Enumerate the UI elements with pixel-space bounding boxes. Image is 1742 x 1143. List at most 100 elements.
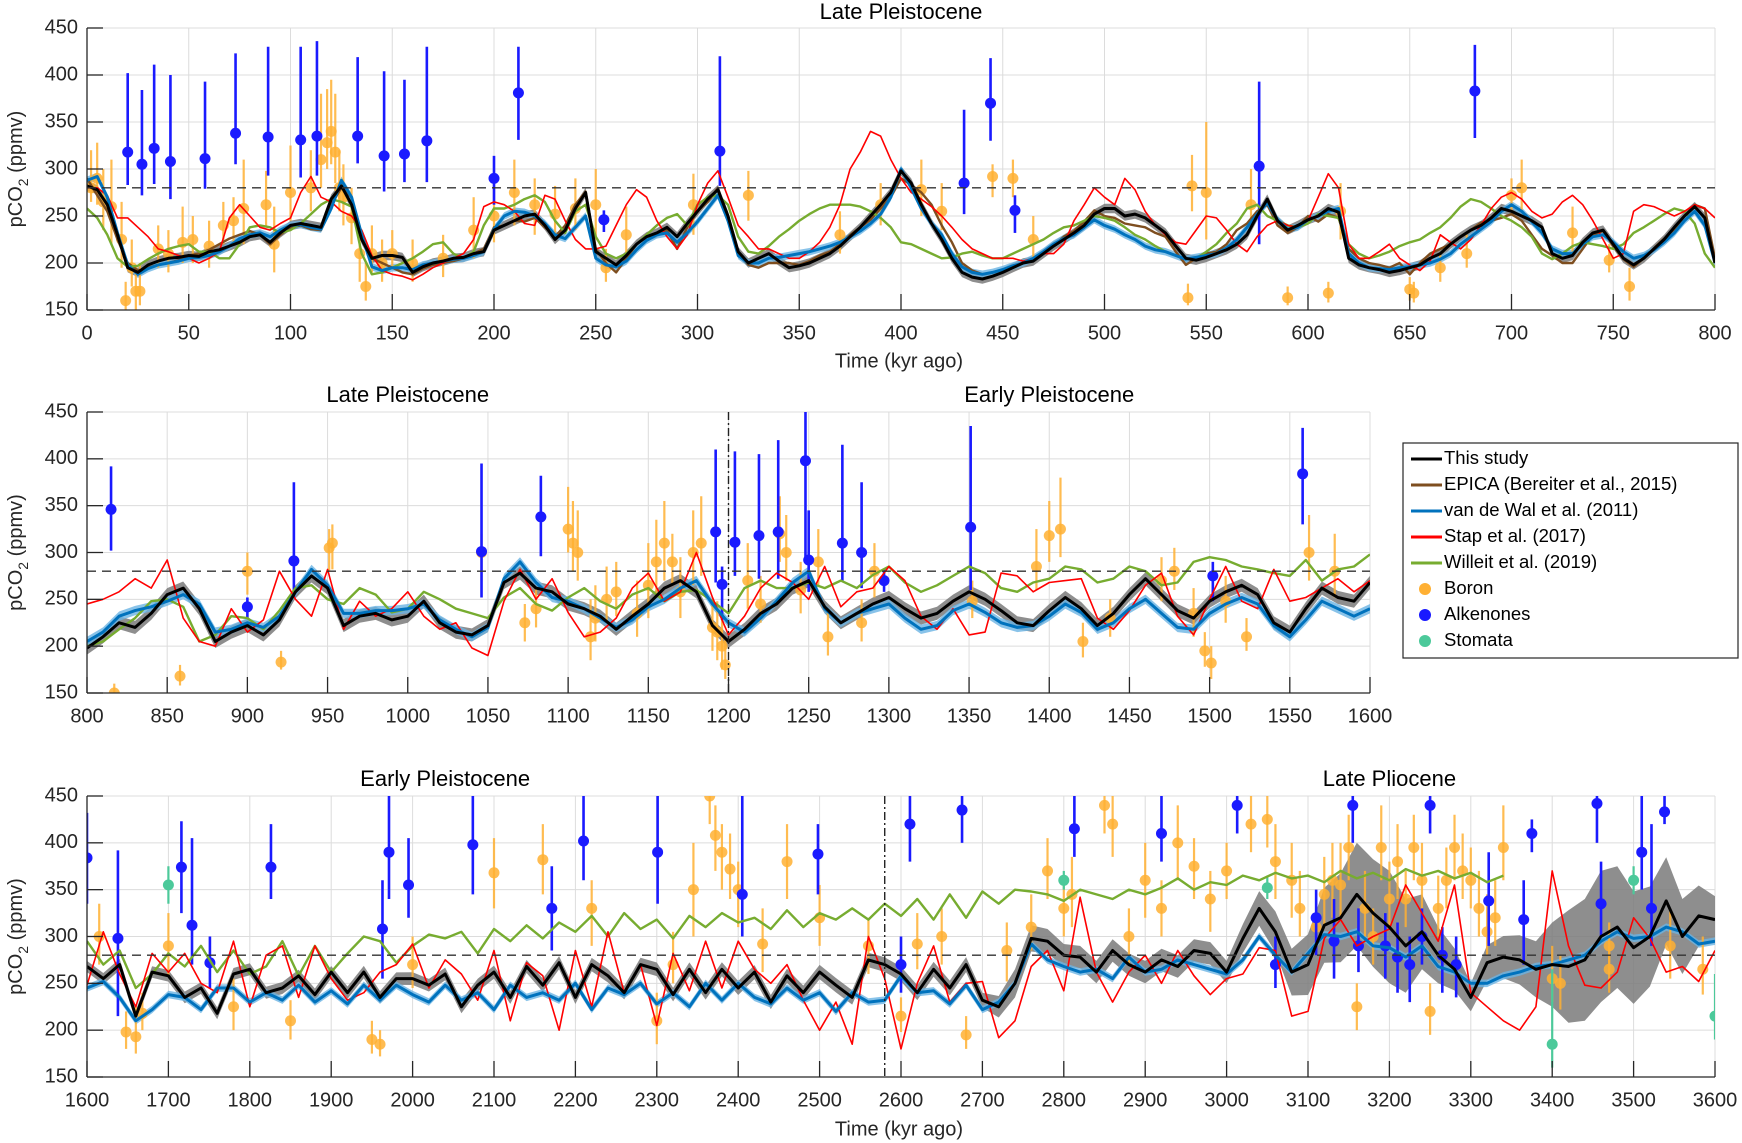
panel-top: 0 50 100 150 200 250 300 350 400 450 500 550 600 650 7… (5, 0, 1732, 372)
data-point-boron (321, 137, 333, 149)
x-tick-label: 350 (783, 322, 816, 344)
y-axis-label: pCO2 (ppmv) (5, 111, 31, 228)
data-point-alkenones (1469, 85, 1481, 97)
x-tick-label: 3100 (1286, 1089, 1331, 1111)
x-tick-label: 0 (81, 322, 92, 344)
data-point-alkenones (383, 846, 395, 858)
x-tick-label: 2100 (472, 1089, 517, 1111)
data-point-boron (1506, 189, 1517, 201)
legend-item-boron: Boron (1419, 577, 1493, 598)
series-line-this-study (87, 892, 1715, 1018)
y-tick-label: 150 (45, 298, 78, 320)
data-point-alkenones (230, 127, 242, 139)
data-point-boron (228, 1001, 240, 1013)
data-point-alkenones (352, 130, 364, 142)
x-tick-label: 300 (681, 322, 714, 344)
data-point-boron (781, 856, 793, 868)
data-point-boron (1204, 893, 1216, 905)
data-point-alkenones (1155, 827, 1167, 839)
data-point-boron (508, 187, 520, 198)
x-tick-label: 2000 (390, 1089, 435, 1111)
data-point-alkenones (512, 87, 524, 99)
x-tick-label: 500 (1088, 322, 1121, 344)
data-point-boron (1461, 248, 1473, 260)
plot-area (87, 41, 1715, 310)
data-point-alkenones (598, 214, 610, 226)
x-tick-label: 450 (986, 322, 1019, 344)
data-point-alkenones (1009, 204, 1021, 216)
data-point-alkenones (710, 526, 722, 538)
data-point-alkenones (753, 530, 765, 542)
data-point-boron (586, 902, 598, 914)
x-tick-label: 1250 (786, 705, 831, 727)
data-point-alkenones (729, 536, 741, 548)
data-point-alkenones (799, 455, 811, 467)
data-point-boron (856, 617, 868, 629)
x-tick-label: 1050 (466, 705, 511, 727)
x-tick-label: 1400 (1027, 705, 1072, 727)
data-point-boron (1400, 893, 1412, 905)
data-point-boron (1200, 187, 1212, 198)
data-point-boron (275, 656, 287, 668)
legend-item-willeit-et-al-2019: Willeit et al. (2019) (1411, 551, 1597, 572)
data-point-alkenones (856, 547, 868, 558)
data-point-boron (326, 537, 338, 549)
data-point-boron (285, 187, 296, 198)
data-point-alkenones (122, 146, 134, 158)
x-tick-label: 1500 (1187, 705, 1232, 727)
data-point-alkenones (1518, 914, 1530, 926)
x-tick-label: 1600 (65, 1089, 110, 1111)
data-point-boron (315, 154, 327, 166)
series-line-stap-et-al-2017 (87, 551, 1370, 657)
axes: 0 50 100 150 200 250 300 350 400 450 500 550 600 650 7… (45, 16, 1732, 344)
data-point-boron (1424, 1005, 1436, 1017)
data-point-boron (620, 229, 632, 241)
data-point-alkenones (1297, 468, 1309, 480)
data-point-alkenones (803, 554, 815, 566)
data-point-boron (1123, 931, 1135, 942)
y-tick-label: 200 (45, 251, 78, 273)
data-point-boron (666, 556, 678, 568)
data-point-alkenones (1310, 912, 1322, 924)
data-point-boron (360, 281, 372, 292)
data-point-boron (1603, 963, 1615, 975)
data-point-boron (1335, 879, 1347, 891)
data-point-alkenones (421, 135, 433, 147)
x-tick-label: 100 (274, 322, 307, 344)
x-tick-label: 800 (1698, 322, 1731, 344)
legend-swatch-marker (1419, 635, 1431, 647)
data-point-boron (1392, 856, 1404, 868)
data-point-boron (1343, 842, 1355, 854)
data-point-boron (695, 537, 707, 549)
data-point-alkenones (904, 818, 916, 830)
legend-label: This study (1444, 447, 1529, 468)
x-tick-label: 700 (1495, 322, 1528, 344)
data-point-boron (374, 1038, 386, 1050)
data-point-boron (1058, 902, 1070, 914)
data-point-alkenones (136, 158, 148, 170)
x-tick-label: 50 (178, 322, 200, 344)
data-point-boron (1042, 865, 1054, 877)
series-line-this-study (87, 169, 1715, 281)
data-point-alkenones (199, 153, 211, 165)
data-point-stomata (1058, 874, 1070, 886)
data-point-boron (704, 796, 716, 802)
data-point-alkenones (895, 959, 907, 971)
panel-title: Late Pleistocene (820, 0, 983, 24)
x-tick-label: 400 (884, 322, 917, 344)
data-point-boron (174, 670, 186, 682)
x-tick-label: 1700 (146, 1089, 191, 1111)
data-point-boron (1099, 799, 1110, 811)
legend-swatch-marker (1419, 583, 1431, 595)
data-point-boron (130, 1031, 142, 1043)
data-point-boron (120, 295, 132, 307)
x-tick-label: 2700 (960, 1089, 1005, 1111)
legend-swatch-marker (1419, 609, 1431, 621)
y-tick-label: 150 (45, 681, 78, 703)
data-point-boron (1261, 813, 1273, 825)
data-point-boron (780, 547, 792, 558)
data-point-boron (1221, 865, 1233, 877)
x-tick-label: 1600 (1348, 705, 1393, 727)
data-point-alkenones (295, 134, 307, 146)
